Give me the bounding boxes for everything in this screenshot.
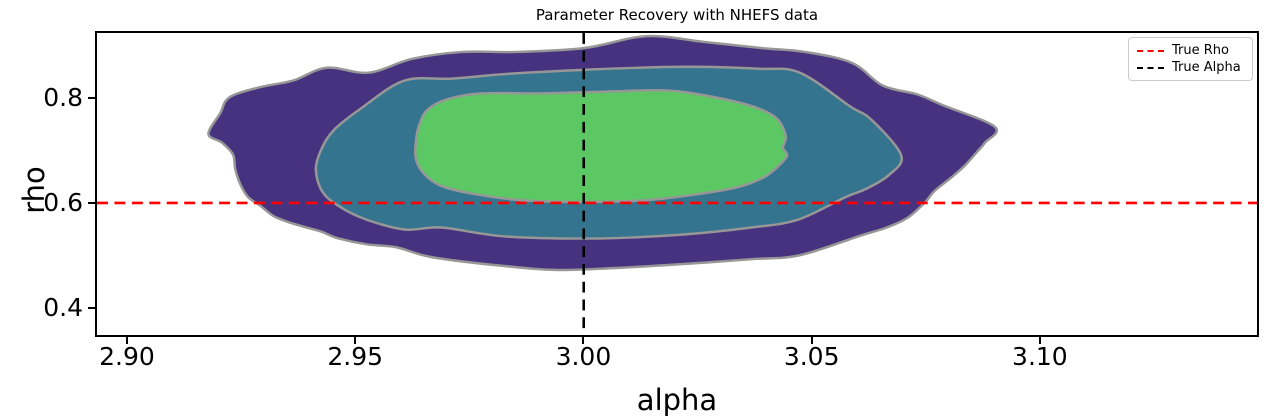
y-tick-mark <box>88 202 95 205</box>
x-tick-mark <box>125 337 128 344</box>
x-tick-label: 3.05 <box>783 342 840 371</box>
x-tick-label: 3.00 <box>555 342 612 371</box>
x-tick-mark <box>810 337 813 344</box>
x-tick-mark <box>1038 337 1041 344</box>
y-tick-label: 0.4 <box>43 293 83 323</box>
x-tick-label: 2.90 <box>99 342 155 371</box>
chart-title: Parameter Recovery with NHEFS data <box>535 6 819 24</box>
contour-level-inner <box>413 88 789 204</box>
legend-entry-true-rho: True Rho <box>1137 42 1244 59</box>
x-axis-label: alpha <box>636 383 718 417</box>
legend-label: True Alpha <box>1172 59 1241 75</box>
black-dashed-line-swatch <box>1137 66 1164 69</box>
plot-area <box>95 31 1259 337</box>
x-tick-mark <box>354 337 357 344</box>
y-tick-mark <box>88 97 95 100</box>
x-tick-label: 3.10 <box>1012 342 1068 371</box>
y-tick-label: 0.8 <box>43 83 83 113</box>
x-tick-label: 2.95 <box>327 342 384 371</box>
legend-entry-true-alpha: True Alpha <box>1137 59 1244 76</box>
plot-svg <box>97 33 1257 335</box>
legend: True Rho True Alpha <box>1128 37 1253 81</box>
y-axis-label: rho <box>17 166 51 214</box>
y-tick-mark <box>88 307 95 310</box>
legend-label: True Rho <box>1172 42 1229 58</box>
red-dashed-line-swatch <box>1137 49 1164 52</box>
x-tick-mark <box>582 337 585 344</box>
y-tick-label: 0.6 <box>43 188 83 218</box>
